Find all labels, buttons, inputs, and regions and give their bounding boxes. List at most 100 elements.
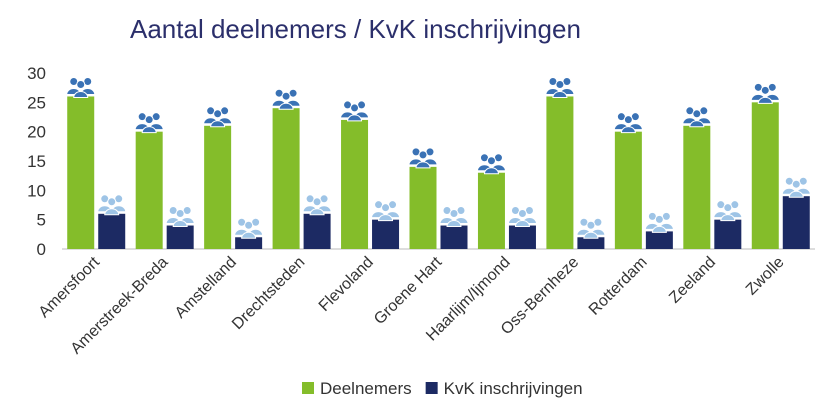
icon-body [483, 167, 499, 175]
legend-label: KvK inschrijvingen [444, 379, 583, 398]
icon-head [654, 214, 664, 224]
bar [166, 225, 194, 249]
people-icon [203, 106, 233, 128]
bar [477, 172, 505, 249]
icon-body [788, 190, 804, 198]
icon-body [620, 126, 636, 134]
people-icon [613, 112, 643, 134]
icon-head [692, 109, 702, 119]
icon-body [278, 102, 294, 110]
people-icon [408, 147, 438, 169]
x-tick-label: Zeeland [666, 254, 719, 307]
bar [546, 96, 574, 249]
icon-body [172, 220, 188, 228]
people-icon [97, 194, 127, 216]
people-icon [476, 153, 506, 175]
x-tick-label: Zwolle [743, 254, 788, 299]
icon-head [486, 156, 496, 166]
y-tick-label: 0 [37, 240, 46, 259]
icon-body [720, 214, 736, 222]
bar [577, 237, 605, 249]
y-tick-label: 25 [27, 93, 46, 112]
people-icon [507, 206, 537, 228]
icon-body [651, 225, 667, 233]
icon-body [210, 120, 226, 128]
icon-head [623, 115, 633, 125]
x-tick-label: Groene Hart [371, 253, 446, 328]
bar [508, 225, 536, 249]
icon-body [309, 208, 325, 216]
bar [372, 219, 400, 249]
icon-body [141, 126, 157, 134]
icon-head [517, 209, 527, 219]
icon-head [350, 103, 360, 113]
icon-head [312, 197, 322, 207]
people-icon [271, 88, 301, 110]
people-icon [371, 200, 401, 222]
y-tick-label: 5 [37, 211, 46, 230]
icon-body [347, 114, 363, 122]
icon-body [514, 220, 530, 228]
people-icon [134, 112, 164, 134]
people-icon [713, 200, 743, 222]
x-tick-label: Drechtsteden [229, 254, 308, 333]
legend-label: Deelnemers [320, 379, 412, 398]
bar [645, 231, 673, 249]
icon-body [552, 90, 568, 98]
icon-head [418, 150, 428, 160]
icon-body [757, 96, 773, 104]
icon-head [449, 209, 459, 219]
chart-title: Aantal deelnemers / KvK inschrijvingen [130, 14, 581, 44]
people-icon [439, 206, 469, 228]
icon-head [175, 209, 185, 219]
bar [440, 225, 468, 249]
x-tick-label: Amersfoort [36, 253, 104, 321]
icon-body [415, 161, 431, 169]
icon-head [791, 179, 801, 189]
people-icon [644, 211, 674, 233]
icon-head [107, 197, 117, 207]
legend-swatch [425, 382, 438, 394]
bar [782, 196, 810, 249]
icon-head [144, 115, 154, 125]
icon-head [586, 220, 596, 230]
people-icon [750, 82, 780, 104]
people-icon [302, 194, 332, 216]
icon-head [555, 79, 565, 89]
icon-head [760, 85, 770, 95]
x-tick-label: Rotterdam [586, 254, 651, 319]
bar [272, 108, 300, 249]
bar [204, 125, 232, 249]
bar [98, 213, 126, 249]
legend-swatch [302, 382, 314, 394]
icon-body [446, 220, 462, 228]
x-tick-label: Flevoland [316, 254, 377, 315]
y-tick-label: 15 [27, 152, 46, 171]
icon-body [378, 214, 394, 222]
people-icon [340, 100, 370, 122]
icon-head [213, 109, 223, 119]
icon-body [583, 231, 599, 239]
people-icon [576, 217, 606, 239]
icon-head [723, 203, 733, 213]
people-icon [234, 217, 264, 239]
bar [303, 213, 331, 249]
y-tick-label: 10 [27, 181, 46, 200]
bar [135, 131, 163, 249]
people-icon [545, 76, 575, 98]
bar [409, 166, 437, 249]
icon-body [241, 231, 257, 239]
bar [714, 219, 742, 249]
bar [235, 237, 263, 249]
y-tick-label: 20 [27, 123, 46, 142]
icon-body [104, 208, 120, 216]
y-tick-label: 30 [27, 64, 46, 83]
icon-head [244, 220, 254, 230]
bar [341, 119, 369, 249]
x-tick-label: Amstelland [172, 254, 240, 322]
bar [614, 131, 642, 249]
bar [67, 96, 95, 249]
bar [751, 102, 779, 249]
people-icon [165, 206, 195, 228]
